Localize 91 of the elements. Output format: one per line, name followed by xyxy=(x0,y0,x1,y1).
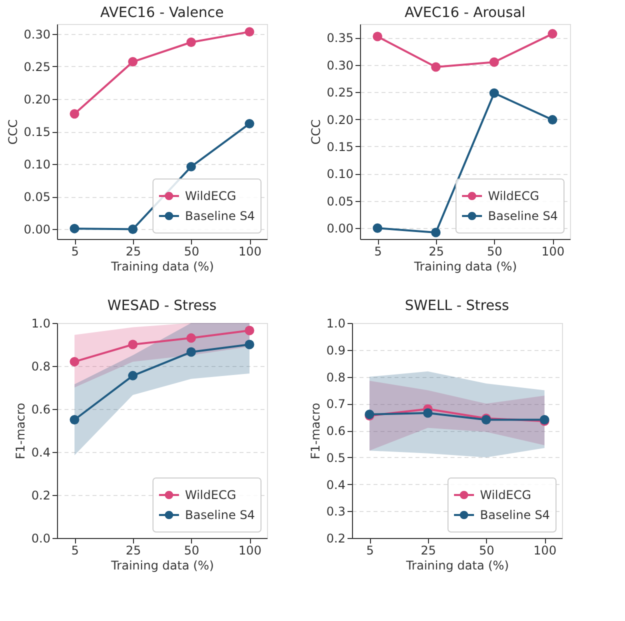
point xyxy=(244,326,254,336)
x-tick-label: 100 xyxy=(542,244,564,258)
legend-label: Baseline S4 xyxy=(488,209,558,223)
chart-title: AVEC16 - Valence xyxy=(100,5,224,21)
y-tick-label: 0.3 xyxy=(326,504,346,519)
chart-title: AVEC16 - Arousal xyxy=(404,5,526,21)
chart-title: WESAD - Stress xyxy=(107,298,217,314)
legend-label: Baseline S4 xyxy=(185,508,255,522)
x-tick-label: 100 xyxy=(238,244,262,258)
point xyxy=(128,57,138,67)
point xyxy=(372,223,382,233)
legend-label: Baseline S4 xyxy=(185,209,255,223)
y-tick-label: 0.15 xyxy=(24,125,50,139)
point xyxy=(244,27,254,37)
x-tick-label: 5 xyxy=(71,544,79,558)
point xyxy=(128,370,138,380)
y-tick-label: 0.7 xyxy=(326,397,346,412)
point xyxy=(548,29,558,39)
y-tick-label: 0.30 xyxy=(24,27,50,42)
x-axis-title: Training data (%) xyxy=(110,260,214,274)
point xyxy=(128,224,138,234)
y-tick-label: 0.8 xyxy=(326,370,346,384)
x-tick-label: 50 xyxy=(184,544,200,558)
y-tick-label: 0.10 xyxy=(326,167,354,182)
point xyxy=(70,224,80,234)
point xyxy=(548,115,558,125)
point xyxy=(70,415,80,424)
point xyxy=(70,356,80,366)
y-tick-label: 0.20 xyxy=(326,112,354,127)
legend-label: WildECG xyxy=(480,488,532,502)
y-axis-title: CCC xyxy=(308,119,323,145)
x-tick-label: 25 xyxy=(428,244,444,258)
y-tick-label: 0.9 xyxy=(326,343,346,358)
point xyxy=(431,228,441,238)
x-axis-title: Training data (%) xyxy=(405,558,509,572)
x-axis-title: Training data (%) xyxy=(110,558,214,572)
x-tick-label: 50 xyxy=(184,244,200,258)
x-tick-label: 25 xyxy=(126,544,141,558)
x-axis-title: Training data (%) xyxy=(413,260,517,274)
point xyxy=(186,162,196,172)
y-tick-label: 0.20 xyxy=(24,92,50,106)
x-tick-label: 5 xyxy=(374,244,382,258)
point xyxy=(244,118,254,128)
x-tick-label: 50 xyxy=(479,544,494,558)
y-axis-title: CCC xyxy=(6,119,20,145)
x-tick-label: 50 xyxy=(487,244,502,258)
y-tick-label: 0.05 xyxy=(326,194,354,208)
y-tick-label: 0.05 xyxy=(24,190,50,204)
y-tick-label: 1.0 xyxy=(326,316,346,330)
y-tick-label: 0.15 xyxy=(326,140,354,154)
point xyxy=(128,340,138,350)
point xyxy=(489,88,499,98)
legend-label: Baseline S4 xyxy=(480,508,550,522)
y-axis-title: F1-macro xyxy=(308,402,322,460)
point xyxy=(186,347,196,357)
point xyxy=(431,62,441,72)
y-tick-label: 0.00 xyxy=(326,222,354,236)
x-tick-label: 5 xyxy=(366,544,374,558)
legend-label: WildECG xyxy=(488,189,540,203)
chart-title: SWELL - Stress xyxy=(404,298,510,314)
y-tick-label: 0.8 xyxy=(31,360,50,374)
point xyxy=(186,38,196,47)
point xyxy=(186,333,196,343)
legend-label: WildECG xyxy=(185,189,236,203)
point xyxy=(372,32,382,42)
y-axis-title: F1-macro xyxy=(13,402,28,460)
x-tick-label: 100 xyxy=(238,544,262,558)
x-tick-label: 25 xyxy=(420,544,436,558)
y-tick-label: 0.2 xyxy=(326,532,346,546)
x-tick-label: 25 xyxy=(126,244,141,258)
y-tick-label: 0.10 xyxy=(24,158,50,172)
y-tick-label: 0.6 xyxy=(326,424,346,438)
y-tick-label: 1.0 xyxy=(31,316,50,330)
x-tick-label: 5 xyxy=(71,244,79,258)
y-tick-label: 0.4 xyxy=(326,478,346,492)
y-tick-label: 0.25 xyxy=(24,60,50,74)
point xyxy=(423,408,433,418)
y-tick-label: 0.6 xyxy=(31,402,50,416)
legend-label: WildECG xyxy=(185,488,236,502)
y-tick-label: 0.25 xyxy=(326,86,354,100)
point xyxy=(244,340,254,350)
y-tick-label: 0.30 xyxy=(326,58,354,72)
x-tick-label: 100 xyxy=(534,544,556,558)
point xyxy=(489,57,499,67)
y-tick-label: 0.2 xyxy=(31,488,50,502)
y-tick-label: 0.5 xyxy=(326,450,346,465)
y-tick-label: 0.4 xyxy=(31,446,50,460)
y-tick-label: 0.0 xyxy=(31,532,50,546)
point xyxy=(70,109,80,119)
y-tick-label: 0.35 xyxy=(326,31,354,46)
y-tick-label: 0.00 xyxy=(24,222,50,237)
